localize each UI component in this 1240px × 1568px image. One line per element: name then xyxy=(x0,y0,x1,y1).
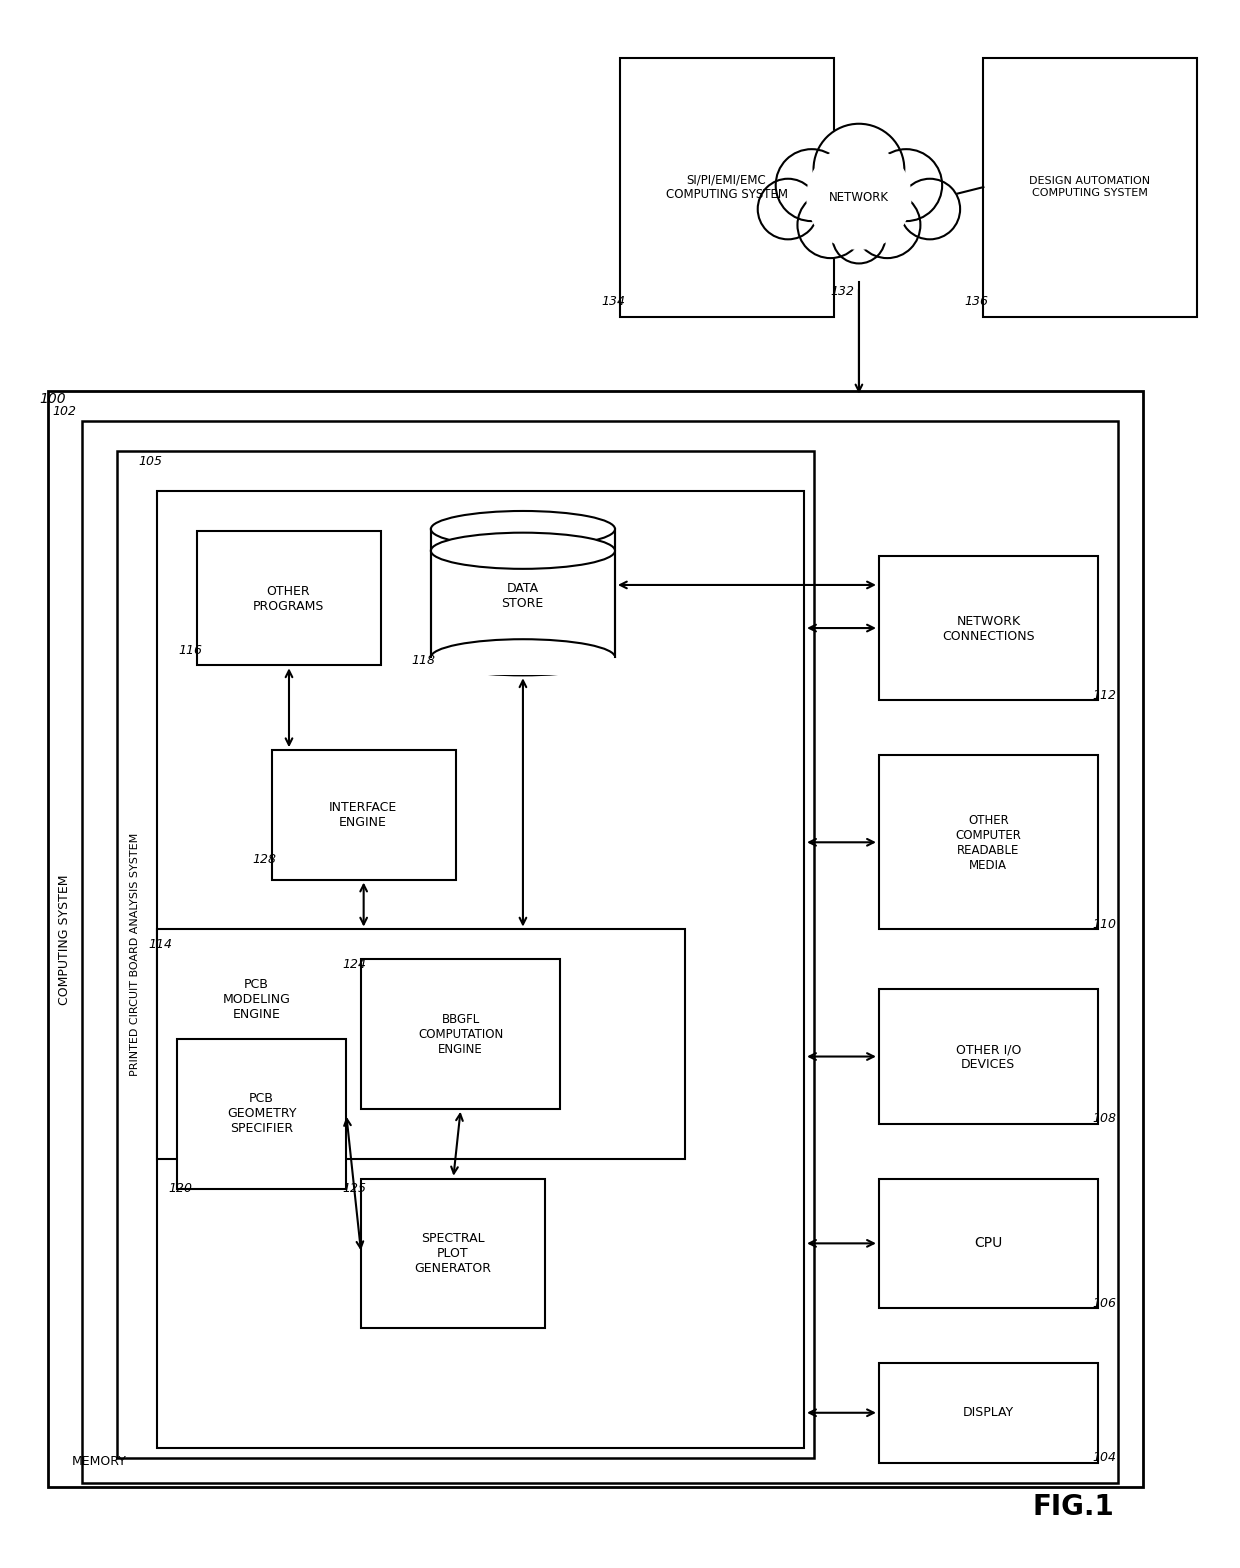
Text: COMPUTING SYSTEM: COMPUTING SYSTEM xyxy=(58,875,71,1005)
Circle shape xyxy=(813,124,904,215)
Text: 128: 128 xyxy=(253,853,277,866)
Circle shape xyxy=(797,191,863,259)
Text: 125: 125 xyxy=(342,1182,366,1195)
Bar xyxy=(82,422,1117,1482)
Circle shape xyxy=(854,191,920,259)
Bar xyxy=(272,750,456,880)
Bar xyxy=(879,756,1097,930)
Text: OTHER
COMPUTER
READABLE
MEDIA: OTHER COMPUTER READABLE MEDIA xyxy=(955,814,1022,872)
Circle shape xyxy=(758,179,818,240)
Circle shape xyxy=(870,149,942,221)
Text: 114: 114 xyxy=(148,938,172,950)
Text: PCB
MODELING
ENGINE: PCB MODELING ENGINE xyxy=(223,978,290,1021)
Text: 102: 102 xyxy=(52,405,77,417)
Text: 108: 108 xyxy=(1092,1112,1117,1126)
Text: MEMORY: MEMORY xyxy=(72,1455,126,1468)
Circle shape xyxy=(776,149,848,221)
Text: 118: 118 xyxy=(412,654,436,666)
Ellipse shape xyxy=(430,640,615,676)
Bar xyxy=(361,960,560,1109)
Text: DESIGN AUTOMATION
COMPUTING SYSTEM: DESIGN AUTOMATION COMPUTING SYSTEM xyxy=(1029,176,1151,198)
Bar xyxy=(361,1179,546,1328)
Text: 124: 124 xyxy=(342,958,366,971)
Bar xyxy=(157,491,805,1447)
Text: DATA
STORE: DATA STORE xyxy=(501,582,543,610)
Text: 120: 120 xyxy=(167,1182,192,1195)
Bar xyxy=(177,1040,346,1189)
Bar xyxy=(879,555,1097,701)
Text: INTERFACE
ENGINE: INTERFACE ENGINE xyxy=(329,801,397,829)
Text: 112: 112 xyxy=(1092,688,1117,702)
Bar xyxy=(430,657,616,676)
Ellipse shape xyxy=(430,533,615,569)
Text: PRINTED CIRCUIT BOARD ANALYSIS SYSTEM: PRINTED CIRCUIT BOARD ANALYSIS SYSTEM xyxy=(130,833,140,1076)
Bar xyxy=(157,930,684,1159)
Text: DISPLAY: DISPLAY xyxy=(962,1406,1014,1419)
Text: 105: 105 xyxy=(138,455,162,467)
Text: 104: 104 xyxy=(1092,1450,1117,1465)
Text: OTHER
PROGRAMS: OTHER PROGRAMS xyxy=(253,585,324,613)
Ellipse shape xyxy=(430,511,615,547)
Text: 116: 116 xyxy=(177,644,202,657)
Text: 132: 132 xyxy=(830,285,854,298)
Bar xyxy=(47,392,1142,1488)
Bar xyxy=(983,58,1198,317)
Text: OTHER I/O
DEVICES: OTHER I/O DEVICES xyxy=(956,1043,1021,1071)
Bar xyxy=(879,989,1097,1124)
Bar xyxy=(430,528,615,657)
Text: PCB
GEOMETRY
SPECIFIER: PCB GEOMETRY SPECIFIER xyxy=(227,1093,296,1135)
Circle shape xyxy=(832,210,885,263)
Text: CPU: CPU xyxy=(975,1236,1002,1250)
Text: 134: 134 xyxy=(601,295,625,309)
Text: BBGFL
COMPUTATION
ENGINE: BBGFL COMPUTATION ENGINE xyxy=(418,1013,503,1055)
Circle shape xyxy=(807,144,911,249)
Text: 136: 136 xyxy=(965,295,988,309)
Text: SI/PI/EMI/EMC
COMPUTING SYSTEM: SI/PI/EMI/EMC COMPUTING SYSTEM xyxy=(666,172,787,201)
Text: SPECTRAL
PLOT
GENERATOR: SPECTRAL PLOT GENERATOR xyxy=(414,1232,491,1275)
Text: 110: 110 xyxy=(1092,917,1117,931)
Text: 100: 100 xyxy=(40,392,66,406)
Bar xyxy=(620,58,835,317)
Bar xyxy=(118,452,815,1458)
Text: NETWORK: NETWORK xyxy=(828,191,889,204)
Text: FIG.1: FIG.1 xyxy=(1032,1493,1114,1521)
Bar xyxy=(879,1179,1097,1308)
Circle shape xyxy=(899,179,960,240)
Text: 106: 106 xyxy=(1092,1297,1117,1309)
Text: NETWORK
CONNECTIONS: NETWORK CONNECTIONS xyxy=(942,615,1034,643)
Bar xyxy=(197,532,381,665)
Bar xyxy=(879,1363,1097,1463)
